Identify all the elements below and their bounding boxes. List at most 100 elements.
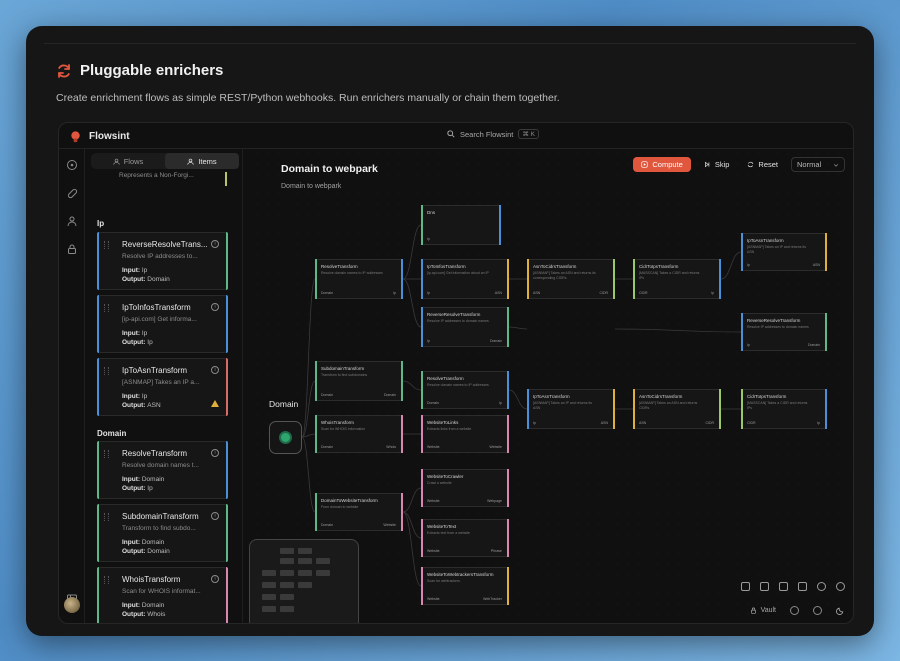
drag-handle-icon[interactable] <box>104 241 109 249</box>
drag-handle-icon[interactable] <box>104 513 109 521</box>
user-icon <box>187 158 194 165</box>
flow-node[interactable]: AsnToCidrsTransform [ASNMAP] Takes an ASN… <box>527 259 615 299</box>
minimap[interactable] <box>249 539 359 623</box>
info-icon[interactable]: i <box>211 240 219 248</box>
info-icon[interactable]: i <box>211 449 219 457</box>
flow-node[interactable]: DomainToWebsiteTransform From domain to w… <box>315 493 403 531</box>
node-description: Resolve IP addresses to domain names <box>747 325 809 329</box>
flow-node[interactable]: CidrToIpsTransform [MASSCAN] Takes a CIDR… <box>633 259 721 299</box>
skip-button[interactable]: Skip <box>699 157 735 172</box>
users-icon[interactable] <box>66 215 78 227</box>
drag-handle-icon[interactable] <box>104 304 109 312</box>
transform-card[interactable]: IpToAsnTransform i [ASNMAP] Takes an IP a.… <box>97 358 228 416</box>
node-input-bar <box>315 259 317 299</box>
search-bar[interactable]: Search Flowsint ⌘ K <box>447 129 540 139</box>
node-input: Domain <box>321 393 334 397</box>
node-title: CidrToIpsTransform <box>639 264 679 269</box>
reset-icon <box>748 161 754 168</box>
vault-link[interactable]: Vault <box>750 607 776 614</box>
flow-node[interactable]: WebsiteToLinks Extracts links from a webs… <box>421 415 509 453</box>
flow-subtitle: Domain to webpark <box>281 183 342 190</box>
info-icon[interactable]: i <box>211 575 219 583</box>
domain-node[interactable] <box>269 421 302 454</box>
flow-node[interactable]: WhoisTransform Scan for WHOIS information… <box>315 415 403 453</box>
output-value: Domain <box>147 276 170 283</box>
flow-node[interactable]: CidrToIpsTransform [MASSCAN] Takes a CIDR… <box>741 389 827 429</box>
grid-icon[interactable] <box>779 582 788 591</box>
transform-card[interactable]: SubdomainTransform i Transform to find sub… <box>97 504 228 562</box>
transform-description: Scan for WHOIS informat... <box>122 588 201 595</box>
input-type-bar <box>97 295 99 353</box>
mode-select[interactable]: Normal <box>791 157 845 172</box>
moon-icon[interactable] <box>836 606 845 615</box>
flow-node[interactable]: Dns Ip <box>421 205 501 245</box>
compass-icon[interactable] <box>66 159 78 171</box>
node-input: Ip <box>747 343 750 347</box>
info-icon[interactable]: i <box>211 366 219 374</box>
flow-node[interactable]: ResolveTransform Resolve domain names to … <box>315 259 403 299</box>
tab-flows[interactable]: Flows <box>91 153 165 169</box>
node-output: CIDR <box>599 291 608 295</box>
node-description: [ASNMAP] Takes an IP and returns its ASN <box>747 245 807 254</box>
flow-node[interactable]: WebsiteToText Extracts text from a websit… <box>421 519 509 557</box>
partial-card[interactable]: Represents a Non-Forgi... <box>97 172 227 186</box>
transform-card[interactable]: IpToInfosTransform i [ip-api.com] Get info… <box>97 295 228 353</box>
node-input-bar <box>527 389 529 429</box>
feature-heading: Pluggable enrichers <box>56 62 223 79</box>
node-input-bar <box>421 567 423 605</box>
info-icon[interactable] <box>790 606 799 615</box>
skip-icon <box>704 161 710 168</box>
save-icon[interactable] <box>741 582 750 591</box>
compute-button[interactable]: Compute <box>633 157 691 172</box>
flow-node[interactable]: IpToInfosTransform [ip-api.com] Get infor… <box>421 259 509 299</box>
transform-card[interactable]: WhoisTransform i Scan for WHOIS informat..… <box>97 567 228 623</box>
node-title: ReverseResolveTransform <box>427 312 481 317</box>
transform-card[interactable]: ReverseResolveTrans... i Resolve IP addres… <box>97 232 228 290</box>
flow-node[interactable]: AsnToCidrsTransform [ASNMAP] Takes an ASN… <box>633 389 721 429</box>
lock-icon[interactable] <box>66 243 78 255</box>
transform-output: Output: Ip <box>122 485 153 492</box>
user-avatar[interactable] <box>64 597 80 613</box>
node-output-bar <box>499 205 501 245</box>
flow-node[interactable]: WebsiteToWebtrackersTransform Scan for we… <box>421 567 509 605</box>
link-icon[interactable] <box>66 187 78 199</box>
input-value: Domain <box>141 476 165 483</box>
node-description: Transform to find subdomains <box>321 373 368 377</box>
node-input: Domain <box>321 445 334 449</box>
node-output: Whois <box>386 445 396 449</box>
flow-node[interactable]: ReverseResolveTransform Resolve IP addres… <box>741 313 827 351</box>
input-type-bar <box>97 232 99 290</box>
info-icon[interactable]: i <box>211 512 219 520</box>
flow-canvas[interactable]: Domain to webpark Domain to webpark Comp… <box>243 149 853 623</box>
flow-node[interactable]: IpToAsnTransform [ASNMAP] Takes an IP and… <box>527 389 615 429</box>
fit-view-icon[interactable] <box>798 582 807 591</box>
flow-node[interactable]: IpToAsnTransform [ASNMAP] Takes an IP and… <box>741 233 827 271</box>
flow-node[interactable]: ResolveTransform Resolve domain names to … <box>421 371 509 409</box>
node-input: CIDR <box>747 421 756 425</box>
flow-edge <box>402 487 422 513</box>
node-description: [ASNMAP] Takes an IP and returns its ASN <box>533 401 593 410</box>
flow-node[interactable]: SubdomainTransform Transform to find subd… <box>315 361 403 401</box>
node-output: Website <box>383 523 396 527</box>
zoom-out-icon[interactable] <box>836 582 845 591</box>
info-icon[interactable]: i <box>211 303 219 311</box>
flow-node[interactable]: ReverseResolveTransform Resolve IP addres… <box>421 307 509 347</box>
node-input-bar <box>421 371 423 409</box>
drag-handle-icon[interactable] <box>104 450 109 458</box>
trash-icon[interactable] <box>760 582 769 591</box>
tab-items[interactable]: Items <box>165 153 239 169</box>
flow-node[interactable]: WebsiteToCrawler Crawl a website Website We… <box>421 469 509 507</box>
help-icon[interactable] <box>813 606 822 615</box>
drag-handle-icon[interactable] <box>104 367 109 375</box>
transform-description: Resolve domain names t... <box>122 462 199 469</box>
transform-card[interactable]: ResolveTransform i Resolve domain names t.… <box>97 441 228 499</box>
node-title: WebsiteToWebtrackersTransform <box>427 572 494 577</box>
search-icon <box>447 130 455 138</box>
zoom-in-icon[interactable] <box>817 582 826 591</box>
node-title: ResolveTransform <box>427 376 464 381</box>
tab-flows-label: Flows <box>123 156 144 166</box>
minimap-block <box>262 582 276 588</box>
drag-handle-icon[interactable] <box>104 576 109 584</box>
reset-button[interactable]: Reset <box>742 157 783 172</box>
node-input: Ip <box>533 421 536 425</box>
